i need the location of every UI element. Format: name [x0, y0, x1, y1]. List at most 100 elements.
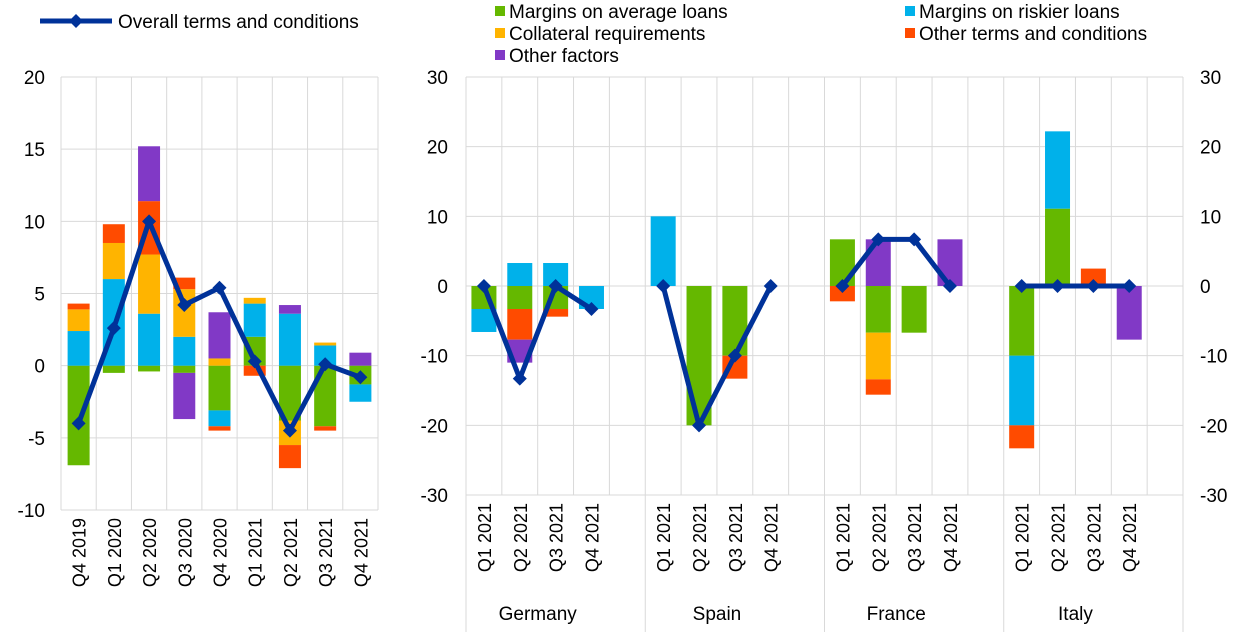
bar-other-factors-q2-2021 — [278, 305, 301, 314]
bar-other-terms-and-conditions-q2-2021 — [278, 445, 301, 469]
overall-point — [1086, 279, 1101, 293]
bar-other-terms-and-conditions-italy-q3-2021 — [1080, 268, 1106, 286]
legend-label-margins-on-average-loans: Margins on average loans — [509, 2, 728, 23]
bar-margins-on-riskier-loans-spain-q1-2021 — [650, 216, 676, 286]
y-tick-label-right: 20 — [1200, 138, 1221, 159]
bar-other-terms-and-conditions-q3-2020 — [173, 277, 196, 290]
x-tick-label: Q4 2021 — [762, 503, 782, 572]
bar-margins-on-average-loans-q1-2020 — [102, 365, 125, 373]
overall-point — [318, 357, 333, 372]
overall-point — [584, 301, 599, 316]
overall-point — [353, 370, 368, 385]
bar-margins-on-riskier-loans-germany-q2-2021 — [507, 263, 533, 286]
bar-collateral-requirements-q1-2020 — [102, 242, 125, 280]
x-tick-label: Q4 2020 — [211, 518, 231, 587]
bar-other-terms-and-conditions-italy-q1-2021 — [1009, 425, 1035, 449]
bar-collateral-requirements-q2-2020 — [138, 254, 161, 314]
legend-swatch-margins-on-riskier-loans — [905, 6, 915, 16]
y-tick-label-left: -20 — [421, 416, 448, 437]
bar-other-factors-q4-2021 — [349, 352, 372, 366]
bar-collateral-requirements-q4-2019 — [67, 309, 90, 332]
bar-other-terms-and-conditions-q4-2020 — [208, 426, 231, 431]
bar-collateral-requirements-q3-2020 — [173, 289, 196, 337]
y-tick-label: 0 — [34, 357, 45, 378]
bar-margins-on-average-loans-q1-2021 — [243, 336, 266, 366]
bar-margins-on-average-loans-q2-2020 — [138, 365, 161, 372]
y-tick-label: 15 — [24, 140, 45, 161]
overall-point — [835, 279, 850, 293]
bar-margins-on-average-loans-q3-2020 — [173, 365, 196, 373]
overall-point — [71, 416, 86, 431]
overall-point — [282, 423, 297, 438]
x-tick-label: Q3 2021 — [726, 503, 746, 572]
y-tick-label: 10 — [24, 212, 45, 233]
y-tick-label-right: -10 — [1200, 347, 1227, 368]
bar-margins-on-average-loans-germany-q2-2021 — [507, 286, 533, 309]
left-chart: -10 -5 0 5 10 15 20 Q4 2019 Q1 2020 Q2 2020 Q3 202… — [18, 68, 379, 587]
bar-margins-on-riskier-loans-germany-q1-2021 — [471, 308, 497, 332]
x-tick-label: Q2 2021 — [1049, 503, 1069, 572]
y-tick-label: -5 — [28, 429, 45, 450]
x-tick-label: Q4 2021 — [582, 503, 602, 572]
x-tick-label: Q3 2021 — [1084, 503, 1104, 572]
bar-margins-on-riskier-loans-italy-q2-2021 — [1045, 131, 1071, 209]
x-tick-label: Q4 2019 — [70, 518, 90, 587]
overall-point — [656, 279, 671, 293]
y-tick-label: -10 — [18, 501, 45, 522]
x-tick-label: Q2 2021 — [511, 503, 531, 572]
bar-margins-on-average-loans-q2-2021 — [278, 365, 301, 421]
overall-line-spain — [660, 284, 773, 428]
bar-collateral-requirements-q4-2020 — [208, 358, 231, 366]
overall-point — [106, 321, 121, 336]
overall-point — [1122, 279, 1137, 293]
bar-margins-on-riskier-loans-q4-2019 — [67, 331, 90, 366]
bar-other-terms-and-conditions-france-q1-2021 — [829, 286, 855, 302]
bar-collateral-requirements-q1-2021 — [243, 297, 266, 304]
overall-line-germany — [481, 283, 593, 382]
overall-point — [512, 371, 527, 386]
group-label-germany: Germany — [499, 604, 578, 625]
legend: Overall terms and conditions Margins on a… — [40, 2, 1147, 67]
x-tick-label: Q3 2021 — [316, 518, 336, 587]
bar-other-terms-and-conditions-q4-2019 — [67, 303, 90, 310]
bar-collateral-requirements-q3-2021 — [314, 342, 337, 346]
bar-margins-on-riskier-loans-q2-2020 — [138, 313, 161, 366]
bar-margins-on-riskier-loans-q3-2021 — [314, 345, 337, 366]
x-tick-label: Q1 2021 — [1013, 503, 1033, 572]
x-tick-label: Q1 2021 — [475, 503, 495, 572]
x-tick-label: Q3 2021 — [547, 503, 567, 572]
x-tick-label: Q1 2020 — [105, 518, 125, 587]
y-tick-label-right: -30 — [1200, 486, 1227, 507]
y-tick-label-right: -20 — [1200, 416, 1227, 437]
overall-point — [1050, 279, 1065, 293]
bar-other-terms-and-conditions-q3-2021 — [314, 426, 337, 431]
bar-other-terms-and-conditions-q1-2021 — [243, 365, 266, 376]
bar-margins-on-riskier-loans-q4-2020 — [208, 410, 231, 427]
legend-line-marker — [69, 14, 83, 28]
bar-margins-on-average-loans-q4-2020 — [208, 365, 231, 411]
x-tick-label: Q3 2020 — [175, 518, 195, 587]
x-tick-label: Q4 2021 — [351, 518, 371, 587]
group-label-spain: Spain — [693, 604, 742, 625]
bar-margins-on-average-loans-q3-2021 — [314, 365, 337, 427]
x-tick-label: Q4 2021 — [941, 503, 961, 572]
legend-label-other-factors: Other factors — [509, 46, 619, 67]
bar-collateral-requirements-france-q2-2021 — [865, 332, 891, 380]
legend-label-margins-on-riskier-loans: Margins on riskier loans — [919, 2, 1120, 23]
x-tick-label: Q1 2021 — [833, 503, 853, 572]
overall-point — [177, 298, 192, 313]
x-tick-label: Q2 2021 — [281, 518, 301, 587]
bar-other-factors-france-q2-2021 — [865, 239, 891, 286]
bar-margins-on-average-loans-france-q1-2021 — [829, 239, 855, 286]
legend-swatch-margins-on-average-loans — [495, 6, 505, 16]
bar-margins-on-riskier-loans-germany-q3-2021 — [543, 263, 569, 286]
overall-point — [727, 348, 742, 363]
overall-point — [247, 354, 262, 369]
overall-point — [942, 279, 957, 293]
y-tick-label-right: 30 — [1200, 68, 1221, 89]
y-tick-label-right: 0 — [1200, 277, 1211, 298]
legend-swatch-other-terms-and-conditions — [905, 28, 915, 38]
bar-margins-on-riskier-loans-italy-q1-2021 — [1009, 355, 1035, 426]
legend-swatch-collateral-requirements — [495, 28, 505, 38]
